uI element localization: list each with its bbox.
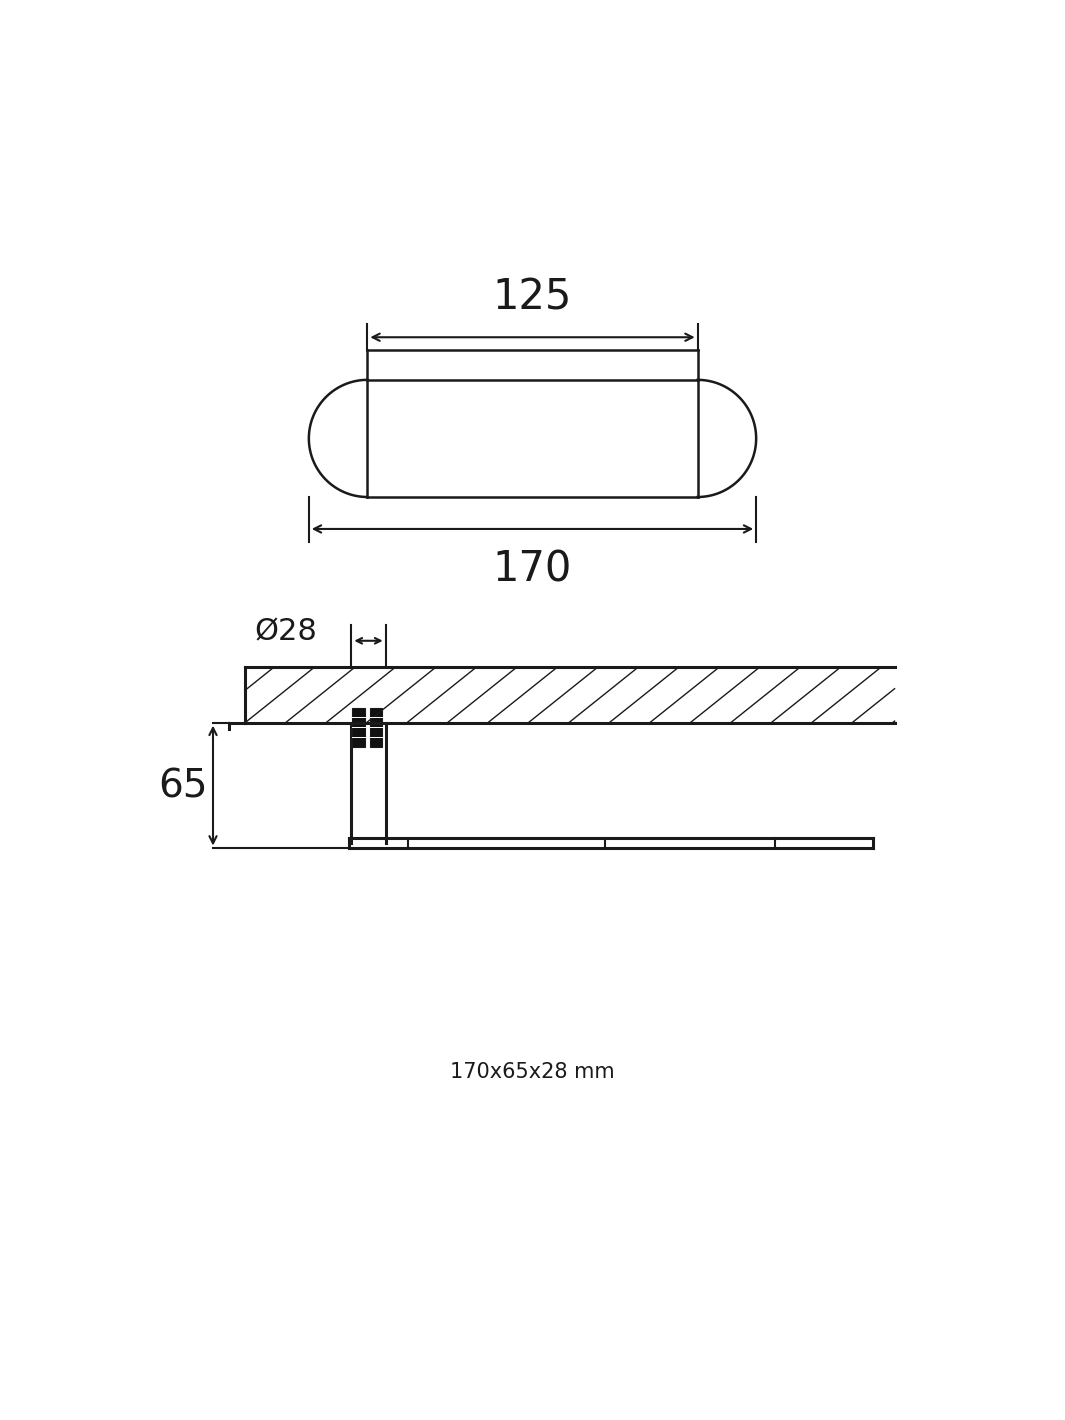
Text: 125: 125: [493, 275, 572, 318]
Bar: [351, 707, 364, 747]
Bar: [370, 707, 382, 747]
Text: Ø28: Ø28: [255, 618, 317, 646]
Text: 170x65x28 mm: 170x65x28 mm: [450, 1062, 615, 1082]
Text: 170: 170: [493, 548, 572, 591]
Text: 65: 65: [159, 768, 208, 805]
